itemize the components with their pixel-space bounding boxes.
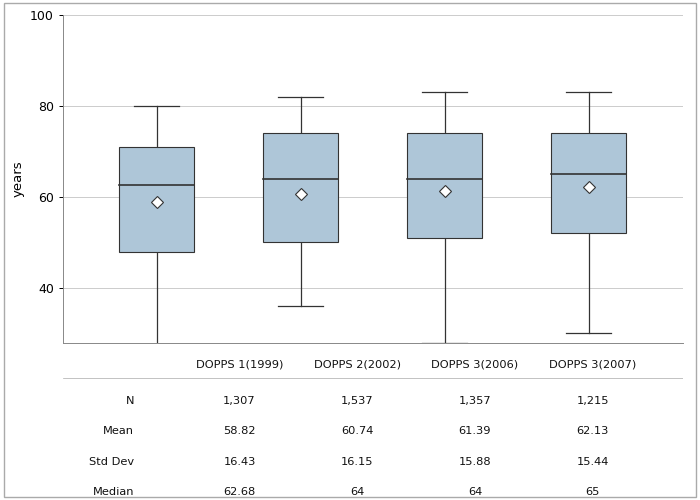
Text: Std Dev: Std Dev xyxy=(89,457,134,467)
Text: DOPPS 1(1999): DOPPS 1(1999) xyxy=(196,360,284,370)
Text: 64: 64 xyxy=(350,488,365,498)
Y-axis label: years: years xyxy=(11,160,25,197)
Text: DOPPS 2(2002): DOPPS 2(2002) xyxy=(314,360,401,370)
Text: 1,307: 1,307 xyxy=(223,396,256,406)
Text: 15.44: 15.44 xyxy=(577,457,609,467)
Text: 15.88: 15.88 xyxy=(458,457,491,467)
Text: 58.82: 58.82 xyxy=(223,426,256,436)
Bar xyxy=(552,134,626,234)
Text: 1,215: 1,215 xyxy=(576,396,609,406)
Text: 62.13: 62.13 xyxy=(577,426,609,436)
Text: 64: 64 xyxy=(468,488,482,498)
Bar xyxy=(263,134,338,242)
Text: DOPPS 3(2007): DOPPS 3(2007) xyxy=(549,360,636,370)
Text: 61.39: 61.39 xyxy=(458,426,491,436)
Text: 62.68: 62.68 xyxy=(223,488,256,498)
Text: 16.43: 16.43 xyxy=(223,457,256,467)
Text: Median: Median xyxy=(92,488,134,498)
Text: 65: 65 xyxy=(585,488,600,498)
Text: 1,537: 1,537 xyxy=(341,396,374,406)
Text: 60.74: 60.74 xyxy=(341,426,374,436)
Text: DOPPS 3(2006): DOPPS 3(2006) xyxy=(431,360,519,370)
Text: N: N xyxy=(126,396,134,406)
Text: 1,357: 1,357 xyxy=(458,396,491,406)
Text: 16.15: 16.15 xyxy=(341,457,374,467)
Text: Mean: Mean xyxy=(103,426,134,436)
Bar xyxy=(407,134,482,238)
Bar xyxy=(119,147,194,252)
